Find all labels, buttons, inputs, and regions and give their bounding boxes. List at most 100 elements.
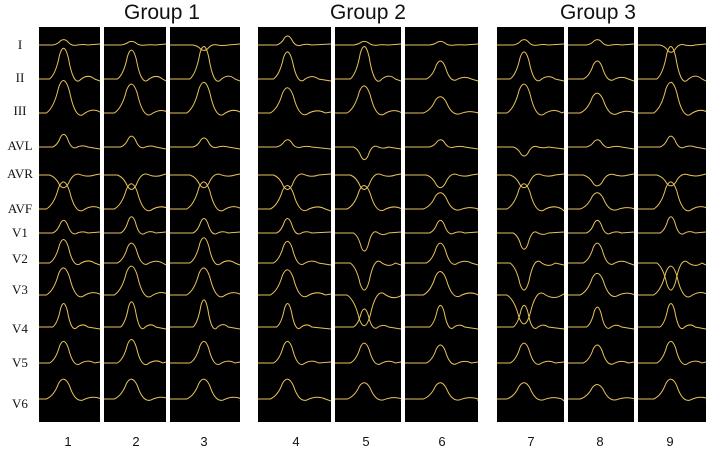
ecg-trace-9-v2 xyxy=(638,260,706,291)
ecg-trace-9-v1 xyxy=(638,216,706,235)
lead-label-v6: V6 xyxy=(12,396,28,411)
ecg-trace-3-ii xyxy=(170,46,240,82)
ecg-trace-5-avl xyxy=(335,145,401,161)
ecg-trace-6-avl xyxy=(405,139,478,150)
ecg-trace-4-iii xyxy=(258,87,331,116)
panel-number-3: 3 xyxy=(200,434,208,449)
ecg-panel-5 xyxy=(335,27,401,422)
ecg-trace-2-i xyxy=(104,40,166,46)
ecg-trace-7-v2 xyxy=(497,260,564,291)
ecg-trace-5-v2 xyxy=(335,260,401,291)
ecg-trace-9-ii xyxy=(638,46,706,82)
ecg-trace-9-v6 xyxy=(638,378,706,401)
ecg-trace-8-v3 xyxy=(568,272,634,297)
ecg-trace-9-avf xyxy=(638,181,706,212)
ecg-trace-4-ii xyxy=(258,51,331,82)
ecg-trace-2-avl xyxy=(104,135,166,150)
ecg-trace-1-v1 xyxy=(39,219,100,235)
ecg-trace-5-iii xyxy=(335,85,401,116)
panel-number-2: 2 xyxy=(132,434,140,449)
ecg-trace-4-avf xyxy=(258,185,331,212)
ecg-trace-6-v6 xyxy=(405,382,478,401)
ecg-trace-9-avl xyxy=(638,135,706,150)
ecg-trace-1-i xyxy=(39,39,100,46)
lead-label-avr: AVR xyxy=(7,166,33,181)
panel-number-5: 5 xyxy=(362,434,370,449)
ecg-trace-1-v5 xyxy=(39,340,100,365)
ecg-trace-2-v4 xyxy=(104,301,166,330)
ecg-trace-4-v2 xyxy=(258,240,331,266)
ecg-trace-4-v1 xyxy=(258,218,331,235)
ecg-trace-6-iii xyxy=(405,96,478,115)
ecg-trace-8-v1 xyxy=(568,219,634,235)
ecg-trace-6-ii xyxy=(405,60,478,82)
ecg-trace-2-avr xyxy=(104,173,166,190)
ecg-traces-2 xyxy=(104,40,166,401)
ecg-traces-3 xyxy=(170,43,240,401)
group-2-title: Group 2 xyxy=(330,1,406,24)
ecg-trace-3-iii xyxy=(170,81,240,116)
ecg-trace-3-avr xyxy=(170,173,240,189)
ecg-trace-9-v4 xyxy=(638,303,706,330)
ecg-trace-7-avr xyxy=(497,173,564,189)
ecg-trace-1-iii xyxy=(39,80,100,116)
ecg-trace-1-avr xyxy=(39,173,100,189)
ecg-trace-3-v6 xyxy=(170,378,240,401)
ecg-trace-5-avr xyxy=(335,173,401,190)
lead-label-i: I xyxy=(17,37,23,52)
ecg-trace-8-v5 xyxy=(568,344,634,365)
panel-number-8: 8 xyxy=(596,434,604,449)
lead-label-iii: III xyxy=(13,103,27,118)
ecg-trace-7-i xyxy=(497,39,564,46)
ecg-panel-6 xyxy=(405,27,478,422)
ecg-trace-5-avf xyxy=(335,185,401,212)
ecg-traces-9 xyxy=(638,43,706,401)
ecg-trace-7-iii xyxy=(497,83,564,116)
panel-number-7: 7 xyxy=(527,434,535,449)
ecg-trace-1-v6 xyxy=(39,378,100,401)
ecg-trace-6-avr xyxy=(405,173,478,189)
ecg-trace-7-v5 xyxy=(497,342,564,365)
ecg-trace-4-v6 xyxy=(258,378,331,402)
ecg-trace-2-v2 xyxy=(104,242,166,266)
ecg-trace-4-v5 xyxy=(258,340,331,365)
ecg-trace-1-v4 xyxy=(39,303,100,330)
ecg-trace-3-v4 xyxy=(170,299,240,330)
ecg-trace-8-i xyxy=(568,39,634,46)
lead-label-avf: AVF xyxy=(7,201,33,216)
ecg-trace-4-v4 xyxy=(258,303,331,330)
ecg-trace-7-avf xyxy=(497,183,564,212)
ecg-trace-7-v4 xyxy=(497,304,564,330)
ecg-panel-1 xyxy=(39,27,100,422)
ecg-trace-1-avf xyxy=(39,181,100,212)
ecg-trace-3-v2 xyxy=(170,237,240,266)
ecg-trace-7-avl xyxy=(497,145,564,157)
ecg-trace-7-v1 xyxy=(497,231,564,250)
ecg-trace-3-avl xyxy=(170,137,240,150)
ecg-panel-8 xyxy=(568,27,634,422)
ecg-trace-2-avf xyxy=(104,183,166,212)
ecg-trace-5-v6 xyxy=(335,382,401,401)
lead-label-v2: V2 xyxy=(12,251,28,266)
group-1-title: Group 1 xyxy=(124,1,200,24)
ecg-trace-6-i xyxy=(405,40,478,46)
ecg-traces-7 xyxy=(497,39,564,402)
panel-number-1: 1 xyxy=(64,434,72,449)
ecg-panel-2 xyxy=(104,27,166,422)
ecg-panel-3 xyxy=(170,27,240,422)
ecg-trace-1-avl xyxy=(39,133,100,150)
ecg-trace-5-v5 xyxy=(335,342,401,365)
ecg-trace-8-avl xyxy=(568,139,634,150)
ecg-trace-8-v6 xyxy=(568,384,634,401)
ecg-trace-7-ii xyxy=(497,51,564,82)
ecg-trace-8-v4 xyxy=(568,306,634,330)
ecg-trace-4-i xyxy=(258,35,331,47)
ecg-trace-3-v3 xyxy=(170,267,240,298)
ecg-trace-6-v4 xyxy=(405,304,478,330)
ecg-panel-7 xyxy=(497,27,564,422)
lead-label-avl: AVL xyxy=(7,138,33,153)
panel-number-9: 9 xyxy=(666,434,674,449)
ecg-trace-3-v1 xyxy=(170,218,240,235)
ecg-trace-2-v3 xyxy=(104,265,166,298)
ecg-trace-4-avr xyxy=(258,173,331,190)
